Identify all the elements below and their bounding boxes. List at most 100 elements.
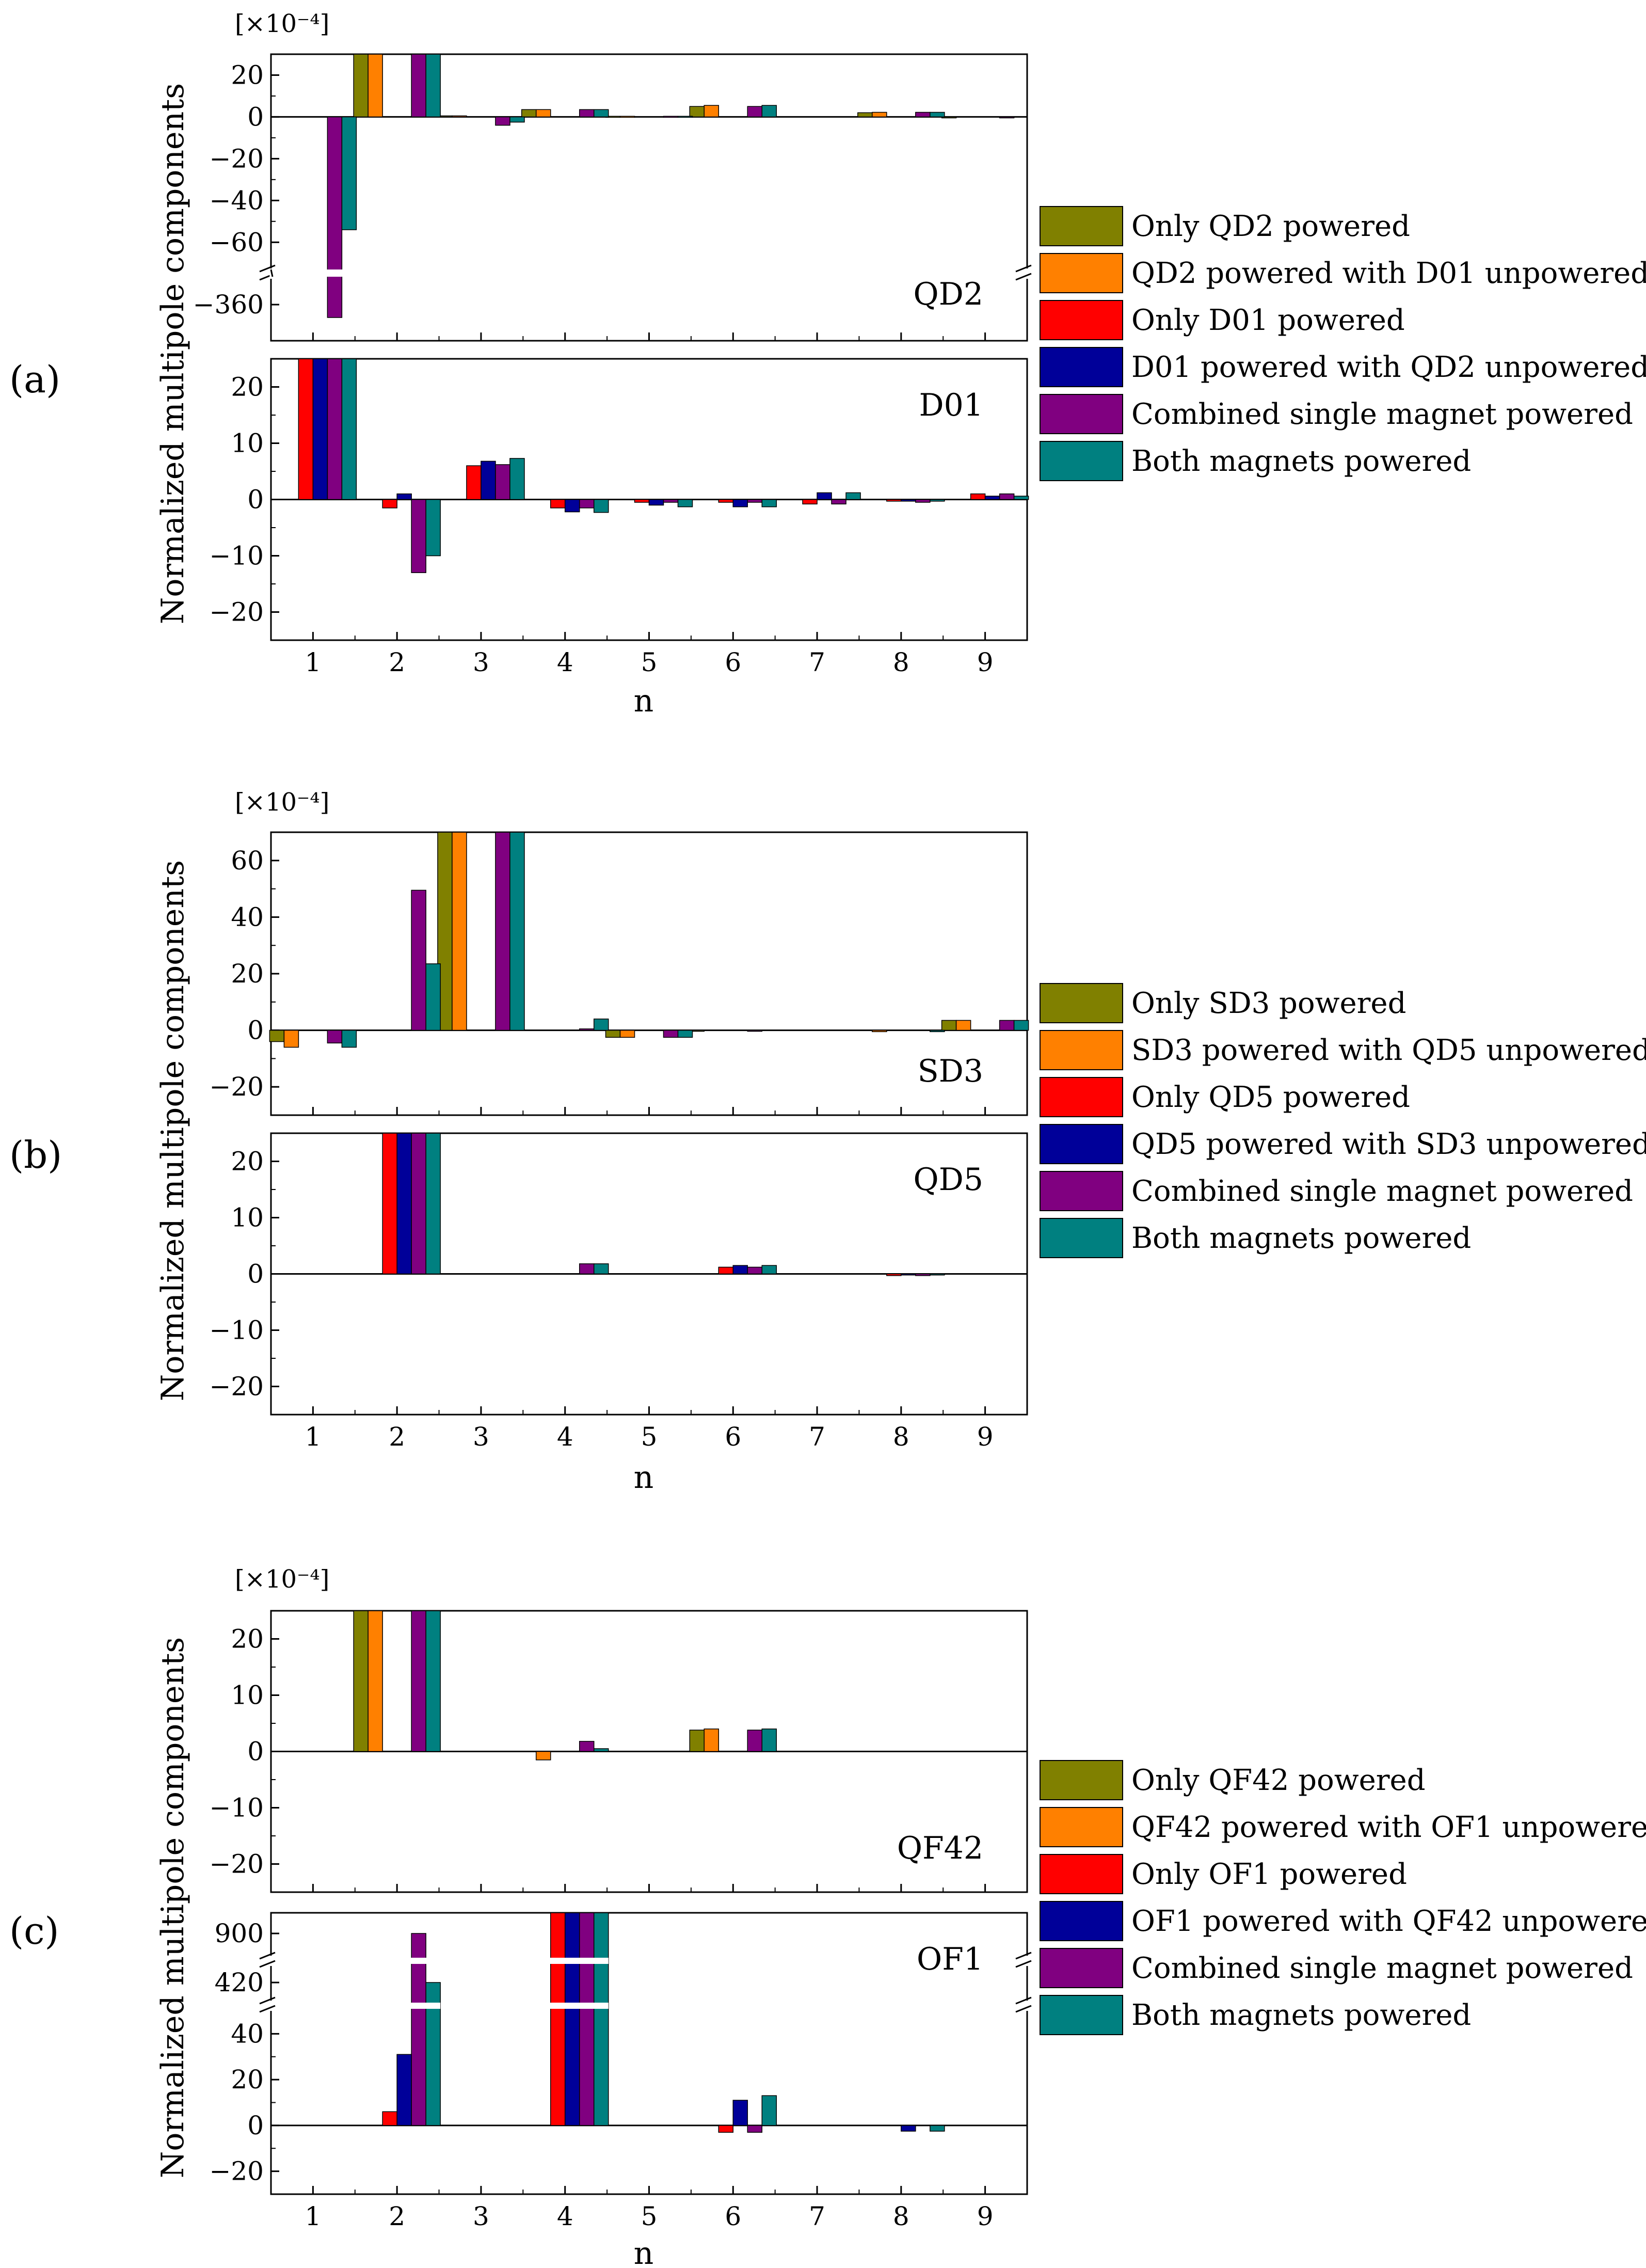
y-tick-label: 20: [231, 60, 264, 90]
bar-SD3-n9-s1: [955, 1020, 971, 1031]
bar-D01-n4-s4: [579, 499, 595, 509]
legend-label: Only QD5 powered: [1131, 1081, 1410, 1114]
bar-OF1-n4-s3: [564, 1912, 580, 2126]
y-tick-label: 40: [231, 902, 264, 932]
x-tick-label: 7: [809, 647, 825, 677]
axis-break-mark: [259, 264, 276, 273]
unit-label-a: [×10⁻⁴]: [235, 9, 329, 38]
bar-QD2-n3-s1: [452, 115, 467, 118]
y-tick-label: 0: [247, 1737, 264, 1767]
bar-QD2-n9-s4: [999, 116, 1015, 119]
x-tick-label: 6: [725, 1422, 741, 1452]
bar-SD3-n5-s1: [619, 1029, 635, 1038]
bar-OF1-n6-s3: [732, 2100, 748, 2126]
bar-SD3-n5-s5: [677, 1029, 693, 1038]
bar-break-gap: [354, 1958, 441, 1964]
x-axis-label-a: n: [634, 683, 654, 719]
magnet-label: D01: [919, 387, 983, 423]
bar-QD2-n8-s5: [930, 112, 945, 118]
bar-OF1-n2-s2: [382, 2111, 397, 2126]
bar-QD2-n1-s5: [341, 116, 357, 230]
bar-SD3-n8-s1: [872, 1029, 887, 1033]
x-tick-label: 5: [641, 1422, 658, 1452]
bar-QF42-n4-s4: [579, 1741, 595, 1752]
bar-D01-n1-s3: [312, 358, 328, 500]
legend-swatch: [1040, 347, 1123, 387]
bar-D01-n3-s4: [495, 464, 510, 500]
axis-break-mark: [259, 1952, 276, 1960]
bar-SD3-n2-s5: [425, 963, 441, 1031]
legend-swatch: [1040, 441, 1123, 481]
bar-SD3-n8-s5: [930, 1029, 945, 1033]
bar-SD3-n9-s4: [999, 1020, 1015, 1031]
bar-D01-n8-s4: [915, 499, 931, 503]
legend-label: Only QF42 powered: [1131, 1764, 1426, 1797]
legend-label: Only QD2 powered: [1131, 210, 1410, 243]
bar-D01-n7-s4: [831, 499, 846, 504]
legend-swatch: [1040, 206, 1123, 246]
y-tick-label: 20: [231, 2065, 264, 2095]
bar-D01-n9-s5: [1013, 496, 1029, 500]
bar-D01-n5-s5: [677, 499, 693, 507]
y-tick-label: −60: [209, 227, 264, 257]
y-axis-label-c: Normalized multipole components: [155, 1637, 191, 2178]
y-tick-label: −40: [209, 185, 264, 215]
y-tick-label: 0: [247, 1016, 264, 1045]
x-tick-label: 8: [893, 2201, 909, 2231]
bar-QF42-n6-s0: [689, 1730, 705, 1752]
bar-QD5-n4-s4: [579, 1263, 595, 1275]
legend-label: Both magnets powered: [1131, 1222, 1471, 1255]
axis-break-mark: [1015, 264, 1032, 273]
bar-break-gap: [521, 2003, 609, 2009]
y-tick-label: 20: [231, 1147, 264, 1177]
bar-D01-n5-s3: [648, 499, 664, 506]
bar-QD2-n3-s5: [509, 116, 525, 123]
bar-D01-n1-s5: [341, 358, 357, 500]
x-tick-label: 4: [557, 1422, 573, 1452]
x-tick-label: 6: [725, 2201, 741, 2231]
bar-SD3-n3-s5: [509, 832, 525, 1031]
x-tick-label: 4: [557, 647, 573, 677]
y-tick-label: 0: [247, 485, 264, 515]
y-axis-label-a: Normalized multipole components: [155, 83, 191, 624]
bar-OF1-n2-s3: [396, 2054, 412, 2126]
bars: [382, 1912, 945, 2133]
bar-D01-n7-s3: [817, 492, 832, 500]
legend-label: Both magnets powered: [1131, 1999, 1471, 2032]
bar-D01-n8-s3: [901, 499, 916, 502]
subplot-QD5: −20 −10 0 10 20 1 2 3 4 5 6 7 8 9 QD5: [209, 1132, 1028, 1452]
axis-break-gap: [1012, 268, 1043, 279]
axis-break-mark: [1015, 2005, 1032, 2013]
bars: [382, 1133, 945, 1276]
x-tick-label: 6: [725, 647, 741, 677]
y-tick-label: −20: [209, 144, 264, 173]
bars: [353, 1610, 777, 1761]
bar-D01-n2-s5: [425, 499, 441, 557]
bar-D01-n2-s3: [396, 493, 412, 500]
bar-QD5-n8-s3: [901, 1273, 916, 1276]
subplot-D01: −20 −10 0 10 20 1 2 3 4 5 6 7 8 9 D01: [209, 358, 1029, 677]
bar-D01-n9-s3: [984, 496, 1000, 500]
y-tick-label: 20: [231, 959, 264, 989]
bar-break-gap: [269, 269, 357, 277]
bar-QD5-n8-s4: [915, 1273, 931, 1276]
axis-break-mark: [259, 1996, 276, 2005]
y-tick-label: 10: [231, 1203, 264, 1233]
axis-break-mark: [259, 1960, 276, 1968]
y-tick-label: 10: [231, 1680, 264, 1710]
bar-D01-n6-s5: [761, 499, 777, 507]
legend-label: QD5 powered with SD3 unpowered: [1131, 1128, 1646, 1161]
bar-QD2-n1-s4: [327, 116, 343, 318]
legend-label: QD2 powered with D01 unpowered: [1131, 257, 1646, 290]
bar-QD2-n4-s1: [535, 109, 551, 118]
bar-QD2-n9-s0: [941, 116, 957, 119]
legend-label: QF42 powered with OF1 unpowered: [1131, 1811, 1646, 1844]
bar-D01-n7-s5: [845, 492, 861, 500]
x-tick-label: 7: [809, 2201, 825, 2231]
bar-OF1-n4-s5: [593, 1912, 609, 2126]
unit-label-b: [×10⁻⁴]: [235, 788, 329, 817]
legend-swatch: [1040, 983, 1123, 1023]
bar-OF1-n6-s4: [747, 2125, 763, 2133]
legend-label: Combined single magnet powered: [1131, 1175, 1633, 1208]
bar-QD5-n2-s3: [396, 1133, 412, 1275]
